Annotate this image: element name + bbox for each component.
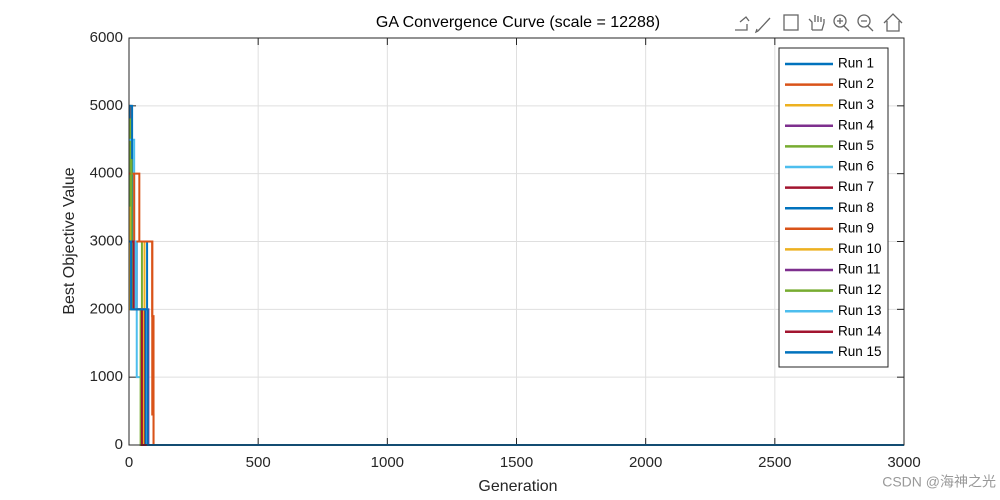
chart-title: GA Convergence Curve (scale = 12288) (376, 14, 660, 31)
legend: Run 1 Run 2 Run 3 Run 4 Run 5 Run 6 Run 7 Run 8… (778, 47, 889, 368)
export-icon[interactable] (735, 16, 750, 31)
zoom-out-icon[interactable] (857, 14, 871, 28)
x-tick-label: 1000 (371, 454, 404, 471)
y-tick-label: 6000 (90, 29, 123, 46)
toolbar[interactable] (735, 13, 903, 34)
legend-label: Run 5 (838, 138, 874, 153)
legend-label: Run 7 (838, 179, 874, 194)
legend-label: Run 13 (838, 303, 882, 318)
pan-icon[interactable] (808, 15, 825, 31)
zoom-in-icon[interactable] (833, 14, 847, 28)
x-tick-label: 2000 (629, 454, 662, 471)
x-tick-label: 2500 (758, 454, 791, 471)
home-icon[interactable] (883, 13, 903, 32)
y-tick-label: 5000 (90, 97, 123, 114)
legend-label: Run 1 (838, 56, 874, 71)
legend-label: Run 10 (838, 241, 882, 256)
axes-box (128, 37, 905, 446)
x-tick-label: 1500 (500, 454, 533, 471)
legend-label: Run 15 (838, 344, 882, 359)
legend-label: Run 11 (838, 262, 881, 277)
x-axis-label: Generation (478, 478, 557, 495)
legend-label: Run 4 (838, 117, 875, 132)
y-tick-label: 0 (115, 436, 123, 453)
x-tick-label: 500 (246, 454, 271, 471)
brush-icon[interactable] (754, 17, 771, 34)
legend-label: Run 14 (838, 323, 882, 338)
y-tick-label: 2000 (90, 300, 123, 317)
legend-label: Run 3 (838, 97, 874, 112)
datatip-icon[interactable] (783, 14, 799, 31)
y-axis-label: Best Objective Value (61, 167, 78, 314)
legend-label: Run 12 (838, 282, 882, 297)
legend-label: Run 9 (838, 220, 874, 235)
x-tick-label: 3000 (887, 454, 920, 471)
series-line (129, 172, 904, 446)
legend-label: Run 2 (838, 76, 874, 91)
legend-label: Run 8 (838, 200, 874, 215)
y-tick-label: 4000 (90, 165, 123, 182)
y-tick-label: 1000 (90, 368, 123, 385)
legend-label: Run 6 (838, 159, 874, 174)
x-tick-label: 0 (125, 454, 133, 471)
y-tick-label: 3000 (90, 232, 123, 249)
watermark: CSDN @海神之光 (882, 474, 996, 490)
